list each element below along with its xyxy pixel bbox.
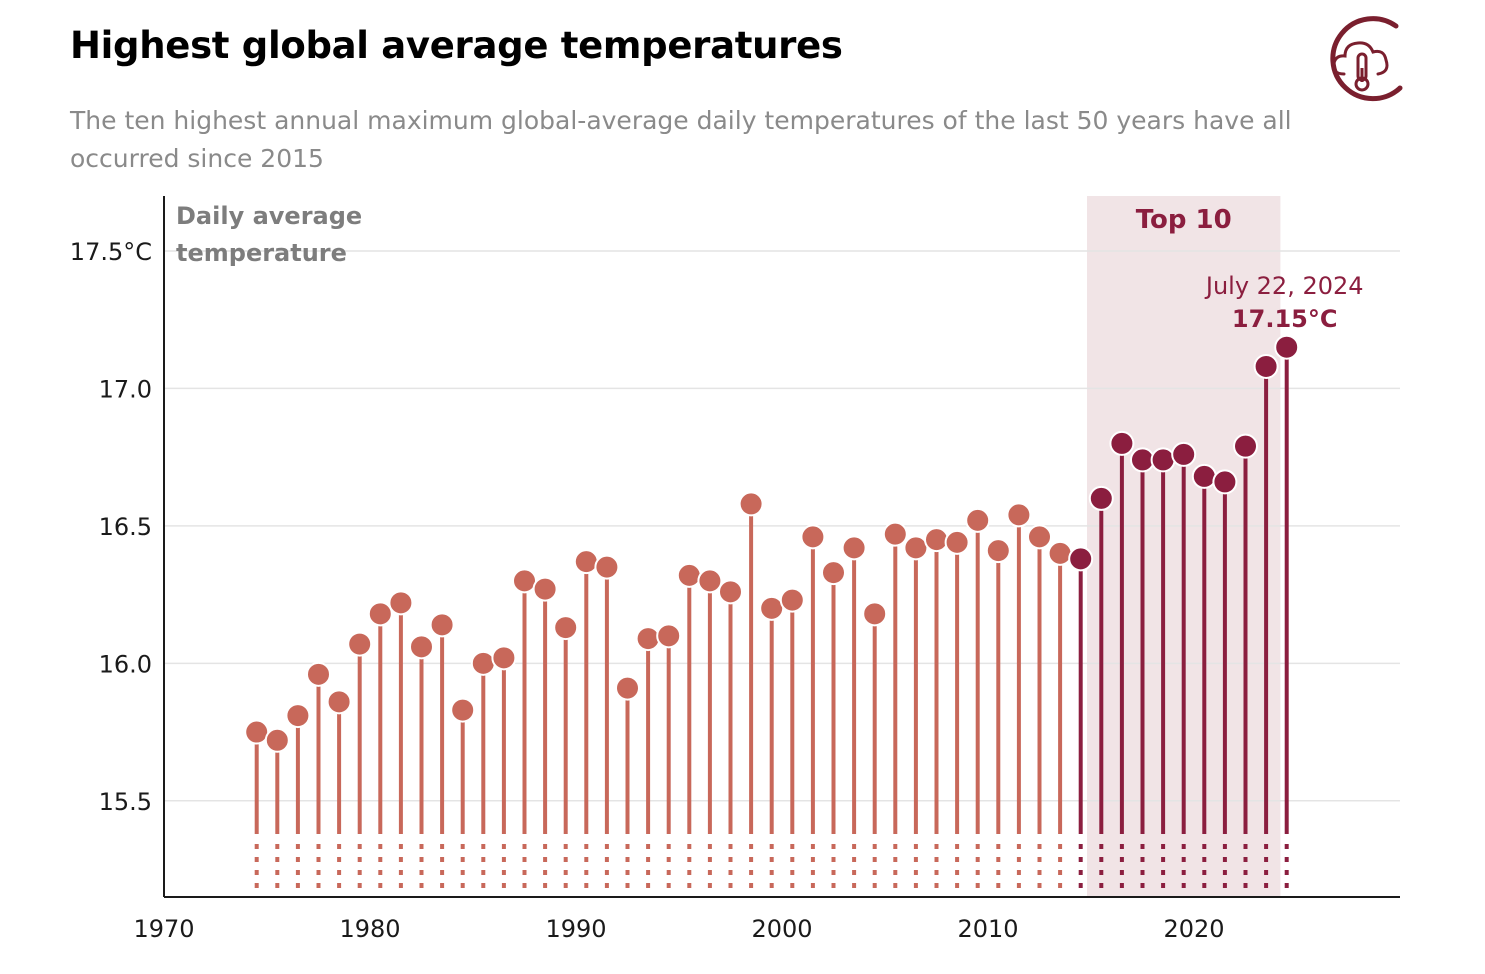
lollipop-point [264,727,290,753]
lollipop-point [862,601,888,627]
lollipop-point [635,626,661,652]
lollipop-point [718,579,743,605]
lollipop-point [244,719,270,745]
cloud-thermometer-icon [1330,16,1403,102]
lollipop-point [800,524,826,550]
lollipop-point [1130,447,1155,473]
lollipop-point [615,675,640,701]
lollipop-point [1068,546,1094,572]
y-axis-label-line-1: Daily average [176,202,362,230]
lollipop-point [532,576,558,602]
top-10-label: Top 10 [1136,205,1232,235]
lollipop-point [1109,430,1135,456]
lollipop-point [779,587,805,613]
lollipop-point [676,562,702,588]
lollipop-point [1047,540,1073,566]
lollipop-point [924,527,949,553]
lollipop-point [1027,524,1052,550]
lollipop-point [409,634,434,660]
lollipop-point [1171,441,1197,467]
lollipop-point [1274,334,1300,360]
y-axis-label-line-2: temperature [176,239,347,267]
annotation-date: July 22, 2024 [1204,272,1364,300]
chart-title: Highest global average temperatures [70,24,843,67]
lollipop-series [244,334,1300,889]
x-tick-label: 2000 [751,915,812,943]
lollipop-point [965,507,991,533]
lollipop-point [512,568,537,594]
lollipop-point [821,560,846,586]
lollipop-point [594,554,620,580]
lollipop-point [388,590,414,616]
lollipop-point [759,595,785,621]
lollipop-point [1233,433,1258,459]
y-tick-labels: 15.5 16.0 16.5 17.0 17.5°C [70,238,152,816]
lollipop-point [450,697,476,723]
lollipop-point [306,661,331,687]
lollipop-point [903,535,929,561]
lollipop-point [326,689,352,715]
chart-subtitle: The ten highest annual maximum global-av… [70,106,1292,173]
x-tick-label: 1990 [545,915,606,943]
x-tick-label: 1980 [339,915,400,943]
lollipop-point [697,568,723,594]
lollipop-point [470,650,496,676]
y-tick-label: 16.5 [99,513,152,541]
lollipop-point [347,631,373,657]
annotation-value: 17.15°C [1232,305,1338,333]
lollipop-point [944,529,970,555]
y-tick-label: 17.5°C [70,238,152,266]
lollipop-point [1006,502,1032,528]
lollipop-point [738,491,764,517]
lollipop-point [573,549,599,575]
lollipop-point [1212,469,1238,495]
lollipop-point [553,615,579,641]
gridlines [164,250,1400,802]
y-tick-label: 15.5 [99,788,152,816]
lollipop-point [656,623,682,649]
lollipop-point [1253,353,1279,379]
x-tick-label: 2010 [957,915,1018,943]
lollipop-point [1150,447,1176,473]
y-tick-label: 17.0 [99,375,152,403]
lollipop-point [882,521,908,547]
lollipop-point [491,645,517,671]
x-tick-label: 2020 [1163,915,1224,943]
lollipop-point [429,612,455,638]
lollipop-point [841,535,867,561]
lollipop-point [985,538,1011,564]
lollipop-point [367,601,393,627]
x-tick-label: 1970 [133,915,194,943]
lollipop-point [1088,485,1114,511]
lollipop-point [1191,463,1217,489]
x-tick-labels: 1970 1980 1990 2000 2010 2020 [133,915,1224,943]
lollipop-point [285,703,311,729]
y-tick-label: 16.0 [99,650,152,678]
